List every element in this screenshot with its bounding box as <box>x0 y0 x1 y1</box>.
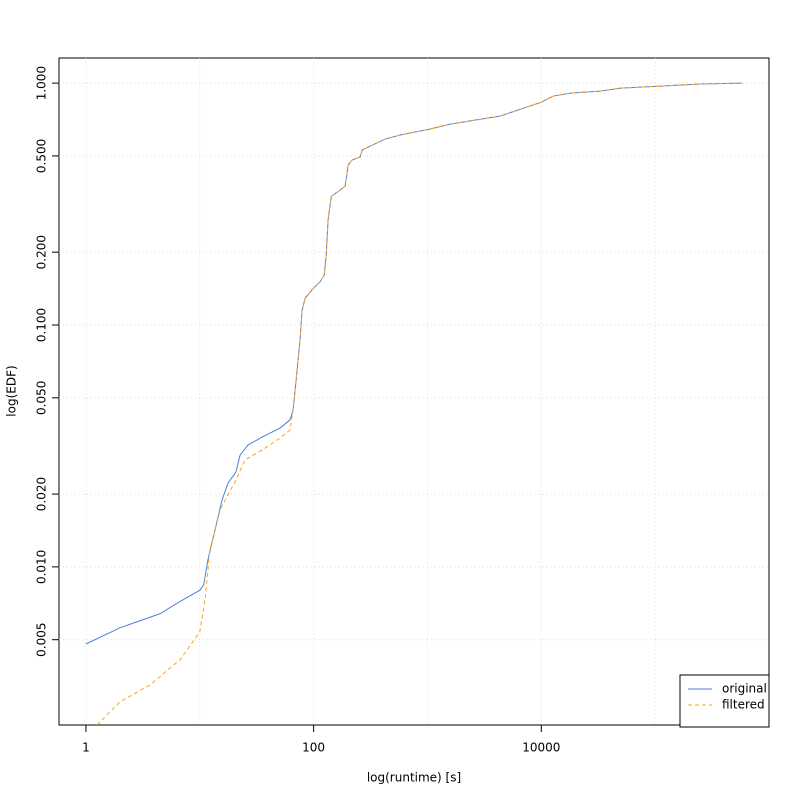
x-axis-label: log(runtime) [s] <box>367 771 461 785</box>
y-tick-label: 0.010 <box>35 550 49 584</box>
series-line <box>85 82 743 645</box>
y-tick-label: 0.500 <box>35 139 49 173</box>
x-tick-label: 10000 <box>522 741 560 755</box>
plot-frame <box>58 57 770 726</box>
x-tick-label: 100 <box>302 741 325 755</box>
y-tick-label: 0.005 <box>35 623 49 657</box>
legend-label: original <box>722 682 767 696</box>
x-tick-label: 1 <box>82 741 90 755</box>
y-tick-label: 0.100 <box>35 308 49 342</box>
grid <box>59 58 769 725</box>
legend-box <box>679 674 770 728</box>
y-tick-label: 1.000 <box>35 66 49 100</box>
y-axis-label: log(EDF) <box>5 365 19 416</box>
legend: original filtered <box>679 674 770 728</box>
lines <box>85 82 743 725</box>
series-line <box>96 82 743 725</box>
legend-label: filtered <box>722 698 765 712</box>
y-tick-label: 0.200 <box>35 235 49 269</box>
y-tick-label: 0.050 <box>35 381 49 415</box>
y-tick-label: 0.020 <box>35 477 49 511</box>
